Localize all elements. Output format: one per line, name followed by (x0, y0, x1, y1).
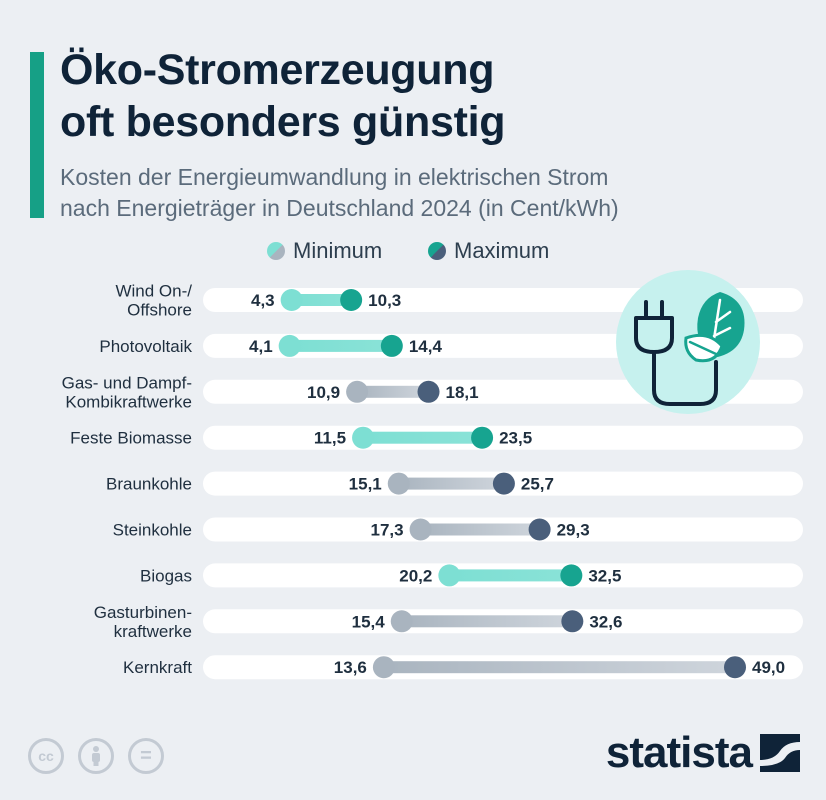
eco-energy-illustration (616, 270, 760, 414)
max-point (724, 656, 746, 679)
chart-subtitle-line-1: Kosten der Energieumwandlung in elektris… (60, 164, 609, 190)
min-value-label: 15,4 (352, 612, 386, 631)
row-track (203, 425, 803, 450)
max-value-label: 32,6 (589, 612, 622, 631)
dumbbell-chart: Wind On-/Offshore 4,3 10,3 Photovoltaik 4,1 1… (62, 270, 803, 680)
legend-item-maximum: Maximum (428, 238, 549, 264)
chart-subtitle: Kosten der Energieumwandlung in elektris… (60, 162, 619, 224)
leaf-icon (684, 292, 745, 363)
max-value-label: 18,1 (446, 383, 479, 402)
min-point (280, 289, 303, 311)
min-point (278, 334, 301, 357)
range-connector (383, 661, 735, 674)
range-connector (449, 569, 572, 582)
cc-license-icon: cc (28, 738, 64, 774)
max-value-label: 10,3 (368, 291, 401, 310)
statista-logo-text: statista (605, 728, 753, 777)
max-value-label: 14,4 (409, 337, 443, 356)
min-value-label: 11,5 (314, 429, 346, 448)
range-connector (398, 477, 504, 490)
chart-title-line-1: Öko-Stromerzeugung (60, 46, 495, 94)
no-derivatives-text: = (140, 744, 152, 767)
plug-icon (634, 300, 718, 406)
range-connector (289, 339, 392, 352)
chart-subtitle-line-2: nach Energieträger in Deutschland 2024 (… (60, 195, 619, 221)
max-value-label: 29,3 (557, 521, 590, 540)
min-value-label: 15,1 (349, 475, 382, 494)
max-point (492, 472, 515, 495)
row-label: Biogas (140, 566, 192, 585)
no-derivatives-icon: = (128, 738, 164, 774)
cc-license-text: cc (38, 748, 54, 764)
max-point (561, 610, 584, 633)
dumbbell-marks: Wind On-/Offshore 4,3 10,3 Photovoltaik 4,1 1… (62, 282, 785, 679)
license-icons: cc = (28, 738, 178, 774)
attribution-person-icon (78, 738, 114, 774)
min-point (390, 610, 413, 633)
max-point (528, 518, 551, 541)
row-label: Photovoltaik (99, 337, 192, 356)
range-connector (357, 385, 429, 398)
min-value-label: 10,9 (307, 383, 340, 402)
row-label: Braunkohle (106, 475, 192, 494)
max-point (417, 380, 440, 403)
legend-minimum-label: Minimum (293, 238, 383, 263)
min-value-label: 17,3 (370, 521, 403, 540)
max-point (340, 289, 363, 311)
min-point (438, 564, 461, 587)
min-point (352, 426, 375, 449)
max-value-label: 49,0 (752, 658, 785, 677)
row-label: Gas- und Dampf- (62, 373, 192, 392)
row-label: Offshore (127, 301, 192, 320)
min-point (409, 518, 432, 541)
max-value-label: 32,5 (588, 566, 621, 585)
legend-item-minimum: Minimum (267, 238, 382, 264)
min-value-label: 13,6 (334, 658, 367, 677)
row-label: Steinkohle (113, 521, 192, 540)
range-connector (401, 615, 573, 628)
statista-logo-mark-icon (760, 734, 800, 772)
max-point (560, 564, 583, 587)
row-label: Kernkraft (123, 658, 192, 677)
row-label: Wind On-/ (115, 282, 192, 301)
range-connector (291, 294, 352, 306)
min-value-label: 20,2 (399, 566, 432, 585)
legend-maximum-marker (428, 242, 446, 260)
max-point (471, 426, 494, 449)
min-point (372, 656, 395, 679)
legend-maximum-label: Maximum (454, 238, 550, 263)
statista-logo: statista (606, 728, 800, 778)
chart-legend: Minimum Maximum (0, 238, 826, 266)
min-value-label: 4,1 (249, 337, 273, 356)
min-value-label: 4,3 (251, 291, 275, 310)
max-value-label: 23,5 (499, 429, 532, 448)
title-accent-bar (30, 52, 44, 218)
range-connector (420, 523, 540, 536)
min-point (346, 380, 369, 403)
range-connector (363, 431, 483, 444)
legend-minimum-marker (267, 242, 285, 260)
min-point (387, 472, 410, 495)
max-point (380, 334, 403, 357)
max-value-label: 25,7 (521, 475, 554, 494)
row-label: Feste Biomasse (70, 429, 192, 448)
chart-title-line-2: oft besonders günstig (60, 98, 506, 146)
chart-title: Öko-Stromerzeugung oft besonders günstig (60, 44, 506, 148)
row-label: Gasturbinen- (94, 603, 192, 622)
row-label: kraftwerke (114, 622, 192, 641)
row-label: Kombikraftwerke (65, 392, 192, 411)
